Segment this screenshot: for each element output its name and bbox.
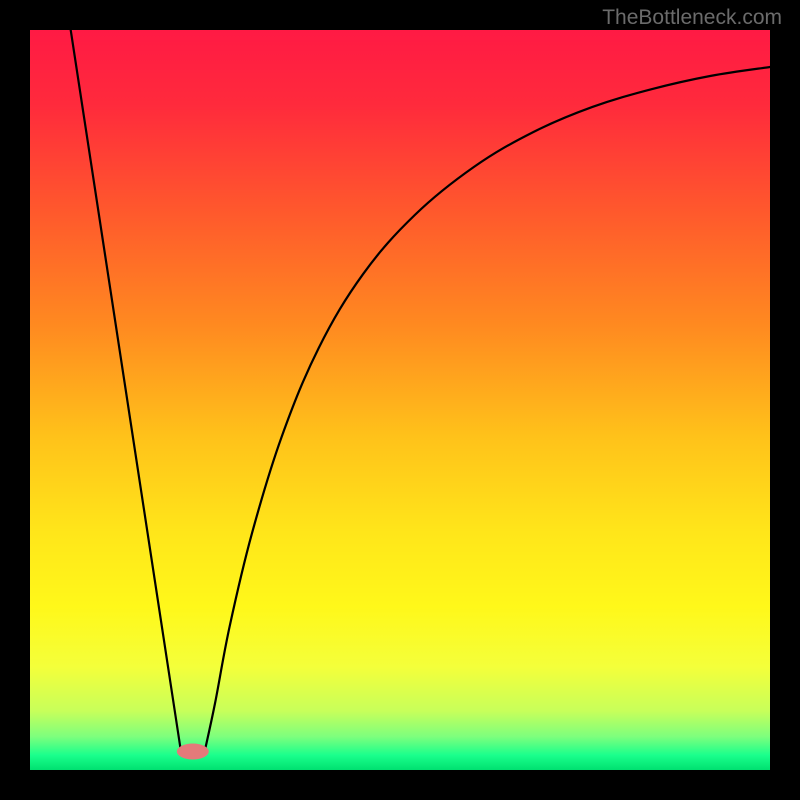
bottleneck-chart <box>30 30 770 770</box>
watermark-text: TheBottleneck.com <box>602 6 782 30</box>
optimal-marker <box>177 744 209 760</box>
chart-svg <box>30 30 770 770</box>
gradient-background <box>30 30 770 770</box>
